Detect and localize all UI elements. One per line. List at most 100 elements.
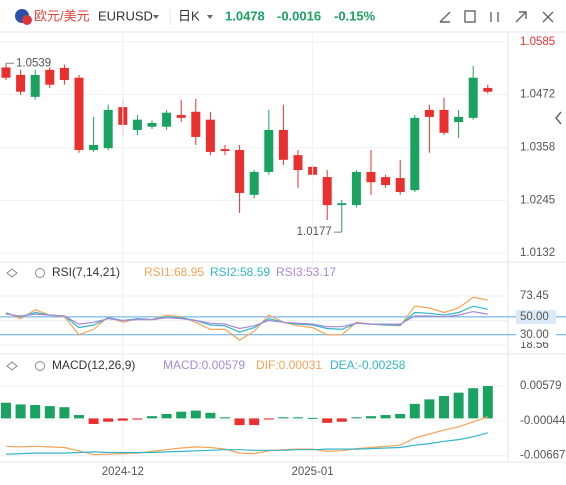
macd-bar: [15, 404, 26, 419]
candle-body: [351, 171, 361, 206]
candle-body: [176, 115, 186, 118]
candle-body: [16, 74, 26, 92]
y-tick-label: 18.56: [520, 339, 549, 351]
macd-bar: [88, 418, 99, 424]
reference-tag-bg: [516, 327, 556, 342]
macd-bar: [147, 416, 157, 419]
candle-body: [337, 203, 347, 206]
candle-body: [381, 177, 391, 186]
macd-bar: [307, 417, 318, 419]
draw-tool-icon[interactable]: [439, 11, 451, 23]
period[interactable]: 日K: [178, 8, 200, 23]
last-price: 1.0478: [225, 8, 265, 23]
macd-bar: [1, 402, 11, 419]
legend-entry: RSI2:58.59: [210, 265, 270, 279]
flag-icon: [15, 9, 32, 25]
candle-body: [220, 149, 230, 151]
candle-body: [278, 129, 288, 160]
reference-tag: 50.00: [516, 309, 556, 324]
symbol[interactable]: EURUSD: [98, 8, 153, 23]
macd-bar: [424, 399, 435, 419]
y-tick-label: 1.0585: [520, 36, 555, 48]
candle-body: [45, 69, 55, 85]
candle-body: [103, 109, 113, 149]
macd-bar: [220, 417, 230, 419]
macd-bar: [351, 417, 362, 419]
macd-bar: [395, 413, 406, 419]
candle-body: [483, 87, 493, 92]
panel-title: MACD(12,26,9): [52, 358, 135, 372]
rsi-line: [5, 305, 488, 333]
x-tick-label: 2024-12: [102, 466, 144, 478]
dropdown[interactable]: [153, 15, 159, 19]
reference-label: 50.00: [520, 311, 549, 323]
legend-entry: DEA:-0.00258: [330, 358, 406, 372]
candle-body: [30, 74, 40, 97]
y-tick-label: -0.00044: [520, 415, 566, 427]
y-tick-label: -0.00667: [520, 450, 565, 462]
macd-bar: [366, 416, 376, 419]
candle-body: [235, 150, 245, 193]
macd-bar: [161, 413, 172, 419]
macd-bar: [468, 388, 479, 419]
macd-bar: [336, 418, 347, 422]
close-icon[interactable]: [542, 11, 554, 23]
candle-body: [147, 122, 157, 127]
tool-icon[interactable]: [464, 10, 476, 23]
macd-bar: [74, 415, 84, 419]
y-tick-label: 1.0358: [520, 142, 555, 154]
macd-bar: [132, 418, 143, 420]
expand-icon[interactable]: [515, 11, 527, 23]
rsi-line: [5, 296, 488, 341]
candle-body: [395, 178, 405, 193]
reference-label: 30.00: [520, 329, 549, 341]
settings-icon[interactable]: [35, 268, 45, 278]
y-tick-label: 1.0132: [520, 247, 555, 259]
settings-icon[interactable]: [35, 361, 45, 371]
candle-body: [162, 112, 172, 127]
legend-entry: RSI1:68.95: [144, 265, 204, 279]
macd-bar: [117, 418, 128, 421]
macd-bar: [176, 411, 187, 419]
candle-body: [1, 67, 11, 78]
eye-icon[interactable]: [6, 268, 18, 278]
eye-icon[interactable]: [6, 361, 18, 371]
macd-bar: [190, 410, 201, 419]
panel-title: RSI(7,14,21): [52, 265, 120, 279]
candle-body: [468, 77, 478, 118]
annotation: 1.0177: [297, 226, 332, 238]
candle-body: [59, 67, 69, 81]
rsi-line: [5, 310, 488, 330]
tool-icon[interactable]: [490, 12, 499, 22]
macd-bar: [59, 407, 70, 419]
candle-body: [264, 129, 274, 172]
rsi-icons: [6, 268, 45, 278]
macd-icons: [6, 361, 45, 371]
macd-line: [5, 432, 488, 455]
macd-bar: [263, 418, 274, 420]
change: -0.0016: [277, 8, 321, 23]
macd-bar: [293, 417, 303, 419]
candle-body: [205, 119, 215, 152]
candle-body: [454, 116, 464, 123]
macd-bar: [103, 418, 114, 422]
x-tick-label: 2025-01: [291, 466, 333, 478]
dropdown[interactable]: [207, 15, 213, 19]
annotation: 1.0539: [16, 57, 51, 69]
candle-body: [439, 109, 449, 133]
candle-body: [410, 117, 420, 191]
candle-body: [249, 171, 259, 195]
y-tick-label: 1.0245: [520, 194, 555, 206]
candle-body: [293, 155, 303, 171]
macd-bar: [453, 392, 464, 419]
legend-entry: MACD:0.00579: [163, 358, 245, 372]
reference-tag: 30.00: [516, 327, 556, 342]
collapse-arrow[interactable]: [555, 111, 562, 125]
macd-bar: [30, 404, 41, 419]
macd-bar: [205, 412, 216, 419]
symbol-cn[interactable]: 欧元/美元: [34, 8, 90, 23]
macd-bar: [482, 386, 493, 419]
macd-bar: [439, 396, 449, 419]
